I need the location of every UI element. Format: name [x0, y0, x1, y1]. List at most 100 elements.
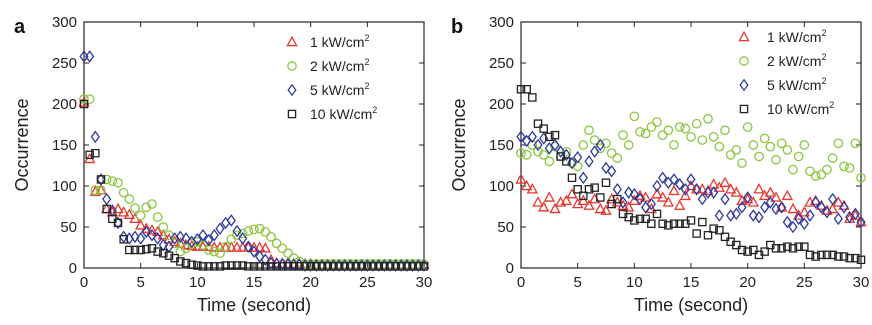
data-point: [839, 252, 849, 261]
data-point: [844, 163, 855, 173]
data-point: [850, 138, 861, 149]
data-point: [737, 245, 747, 255]
legend-label: 1 kW/cm2: [310, 33, 369, 50]
data-point: [147, 228, 157, 242]
data-point: [346, 262, 355, 271]
data-point: [550, 138, 560, 152]
data-point: [805, 166, 815, 177]
x-tick-label: 25: [796, 274, 813, 291]
data-point: [244, 262, 253, 271]
data-point: [532, 196, 544, 207]
data-point: [624, 186, 634, 199]
data-point: [658, 171, 668, 185]
data-point: [657, 130, 668, 141]
y-tick-label: 100: [489, 178, 514, 195]
legend-label: 1 kW/cm2: [767, 28, 826, 45]
data-point: [675, 219, 684, 228]
data-point: [765, 196, 775, 209]
legend-label: 5 kW/cm2: [767, 76, 826, 93]
data-point: [747, 196, 760, 207]
data-point: [102, 204, 111, 214]
y-tick-label: 50: [497, 219, 514, 236]
data-point: [839, 201, 849, 214]
data-point: [833, 212, 843, 226]
data-point: [799, 140, 810, 150]
data-point: [822, 164, 832, 175]
data-point: [584, 125, 594, 136]
data-point: [669, 173, 679, 186]
data-point: [800, 242, 809, 251]
data-point: [764, 186, 777, 197]
data-point: [794, 212, 804, 226]
data-point: [816, 201, 826, 214]
data-point: [402, 262, 412, 271]
data-point: [669, 140, 679, 150]
legend-marker: [739, 78, 749, 92]
data-point: [526, 183, 539, 194]
data-point: [556, 145, 566, 158]
data-point: [271, 238, 282, 249]
y-tick-label: 250: [52, 55, 77, 72]
data-point: [851, 253, 860, 263]
data-point: [828, 250, 837, 260]
data-point: [260, 253, 270, 267]
data-point: [652, 117, 662, 127]
data-point: [134, 219, 147, 230]
x-tick-label: 20: [302, 274, 319, 291]
y-axis-title: Occurrence: [449, 98, 469, 191]
data-point: [516, 84, 526, 94]
legend-label: 10 kW/cm2: [767, 100, 834, 117]
data-point: [255, 262, 264, 271]
x-tick-label: 0: [80, 274, 88, 291]
data-point: [826, 202, 839, 214]
data-point: [817, 250, 826, 260]
data-point: [618, 130, 628, 141]
data-point: [561, 146, 572, 157]
data-point: [306, 262, 315, 271]
data-point: [158, 222, 169, 232]
data-point: [742, 122, 753, 132]
data-point: [658, 219, 667, 228]
data-point: [516, 130, 526, 144]
data-point: [583, 199, 595, 210]
y-tick-label: 300: [489, 14, 514, 31]
data-point: [856, 255, 866, 265]
data-point: [822, 250, 832, 260]
data-point: [249, 245, 259, 258]
data-point: [146, 224, 158, 235]
data-point: [698, 217, 707, 227]
data-point: [295, 262, 304, 271]
data-point: [578, 171, 588, 185]
data-point: [782, 215, 792, 229]
data-point: [697, 192, 707, 206]
data-point: [522, 134, 532, 148]
data-point: [622, 201, 635, 212]
data-point: [130, 230, 140, 244]
y-tick-label: 0: [506, 260, 514, 277]
data-point: [720, 192, 730, 206]
data-point: [652, 179, 662, 193]
data-point: [96, 173, 106, 186]
y-tick-label: 200: [52, 96, 77, 113]
data-point: [856, 215, 866, 229]
data-point: [357, 262, 366, 271]
data-point: [225, 241, 238, 252]
data-point: [816, 169, 827, 180]
data-point: [175, 230, 185, 244]
data-point: [135, 210, 146, 221]
data-point: [84, 94, 95, 104]
data-point: [101, 174, 112, 185]
x-axis-title: Time (second): [197, 295, 311, 315]
x-axis-title: Time (second): [634, 295, 748, 315]
data-point: [692, 229, 701, 238]
data-point: [578, 140, 589, 150]
data-point: [255, 250, 265, 263]
data-point: [363, 262, 372, 271]
data-point: [691, 118, 702, 129]
x-tick-label: 25: [359, 274, 376, 291]
data-point: [112, 202, 124, 214]
data-point: [545, 132, 554, 142]
data-point: [782, 145, 793, 155]
data-point: [215, 248, 225, 259]
